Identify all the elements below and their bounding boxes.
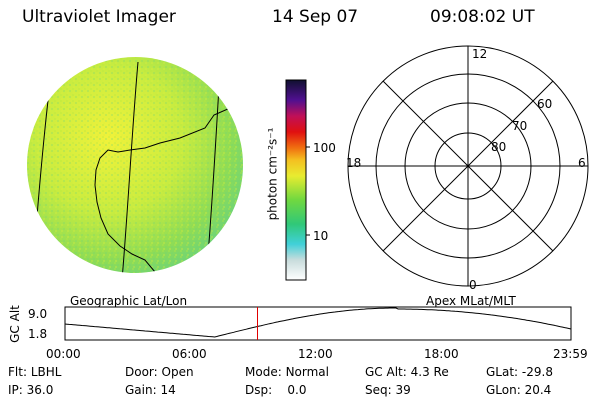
- status-dsp-value: 0.0: [287, 383, 307, 397]
- coastline: [94, 107, 243, 273]
- status-door-value: Open: [161, 365, 194, 379]
- mlt-label-6: 6: [578, 156, 586, 170]
- x-tick-1800: 18:00: [424, 347, 459, 361]
- status-mode-value: Normal: [285, 365, 329, 379]
- instrument-title: Ultraviolet Imager: [22, 7, 176, 27]
- status-glon-value: 20.4: [524, 383, 552, 397]
- x-tick-1200: 12:00: [298, 347, 333, 361]
- mlt-label-12: 12: [472, 47, 488, 61]
- colorbar-unit-label: photon cm⁻²s⁻¹: [265, 127, 280, 221]
- geographic-title: Geographic Lat/Lon: [70, 294, 188, 308]
- status-flt: Flt: LBHL: [8, 365, 62, 379]
- lat-label-80: 80: [491, 140, 507, 154]
- status-glat: GLat: -29.8: [486, 365, 553, 379]
- status-dsp: Dsp: 0.0: [245, 383, 307, 397]
- status-ip-value: 36.0: [26, 383, 54, 397]
- polar-plot: [347, 45, 589, 287]
- colorbar-tick-10: 10: [313, 229, 329, 243]
- status-gain-value: 14: [160, 383, 176, 397]
- colorbar: [285, 79, 310, 281]
- status-gc-alt-value: 4.3 Re: [410, 365, 449, 379]
- status-ip: IP: 36.0: [8, 383, 54, 397]
- status-glat-value: -29.8: [521, 365, 553, 379]
- status-door: Door: Open: [125, 365, 194, 379]
- altitude-curve: [64, 307, 572, 338]
- apex-title: Apex MLat/MLT: [426, 294, 516, 308]
- colorbar-tick-100: 100: [313, 141, 336, 155]
- altitude-plot: [64, 306, 572, 341]
- x-tick-0000: 00:00: [46, 347, 81, 361]
- status-glon: GLon: 20.4: [486, 383, 552, 397]
- status-seq-value: 39: [395, 383, 411, 397]
- x-tick-2359: 23:59: [553, 347, 588, 361]
- y-tick-9: 9.0: [28, 307, 48, 321]
- time-label: 09:08:02 UT: [430, 7, 535, 27]
- mlt-label-18: 18: [346, 156, 362, 170]
- status-gc-alt: GC Alt: 4.3 Re: [365, 365, 449, 379]
- lat-label-60: 60: [537, 97, 553, 111]
- meridian-line: [121, 61, 139, 273]
- mlt-label-0: 0: [469, 278, 477, 292]
- date-label: 14 Sep 07: [272, 7, 359, 27]
- y-tick-1-8: 1.8: [28, 327, 48, 341]
- x-tick-0600: 06:00: [172, 347, 207, 361]
- altitude-plot-frame: [64, 306, 572, 341]
- status-seq: Seq: 39: [365, 383, 411, 397]
- earth-image: [27, 57, 243, 273]
- status-gain: Gain: 14: [125, 383, 176, 397]
- gc-alt-axis-label: GC Alt: [7, 305, 22, 343]
- lat-label-70: 70: [512, 119, 528, 133]
- polar-diagonal: [382, 80, 554, 252]
- status-flt-value: LBHL: [30, 365, 62, 379]
- status-mode: Mode: Normal: [245, 365, 329, 379]
